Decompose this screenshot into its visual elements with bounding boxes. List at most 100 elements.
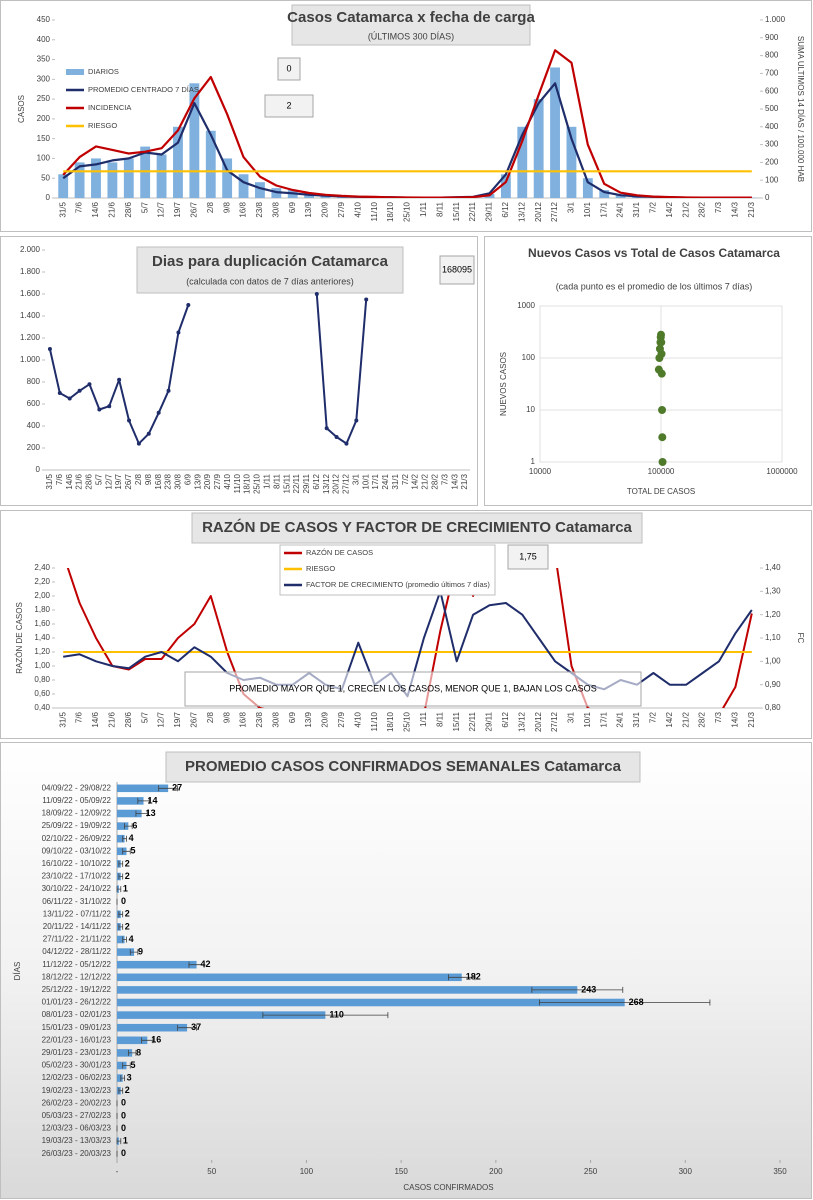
y-tick-label: 0: [765, 193, 770, 202]
x-tick-label: 18/10: [243, 473, 252, 494]
x-tick-label: 13/12: [517, 201, 526, 222]
bar: [117, 1049, 133, 1057]
bar: [117, 1036, 148, 1045]
x-tick-label: 7/3: [714, 201, 723, 213]
marker: [87, 382, 92, 387]
bar: [117, 847, 127, 856]
y-tick-label: 1.800: [20, 267, 41, 276]
y-tick-label: 0,80: [765, 703, 781, 712]
legend-box: [279, 544, 496, 596]
y-tick-label: 450: [37, 15, 51, 24]
bar: [117, 809, 142, 818]
y-tick-label: 1.000: [20, 355, 41, 364]
x-tick-label: 23/8: [164, 473, 173, 489]
x-tick-label: 10/1: [361, 473, 370, 489]
bar: [123, 158, 134, 198]
marker: [77, 388, 82, 393]
y-tick-label: 250: [37, 94, 51, 103]
bar: [255, 182, 265, 198]
y-tick-label: 300: [37, 74, 51, 83]
x-tick-label: 250: [584, 1167, 598, 1176]
y-tick-label: 2,20: [34, 577, 50, 586]
bar: [74, 162, 85, 198]
x-tick-label: 6/12: [312, 473, 321, 489]
x-tick-label: 31/5: [58, 711, 67, 727]
x-tick-label: 14/2: [665, 711, 674, 727]
data-label: 268: [629, 997, 644, 1007]
data-label: 2: [125, 921, 130, 931]
x-tick-label: 12/7: [157, 201, 166, 217]
y-tick-label: 100: [522, 353, 536, 362]
y-tick-label: 2,00: [34, 591, 50, 600]
bar: [173, 126, 183, 198]
y-tick-label: 0: [36, 465, 41, 474]
x-tick-label: 27/12: [550, 201, 559, 222]
y-tick-label: 19/03/23 - 13/03/23: [42, 1136, 112, 1145]
y-tick-label: 200: [27, 443, 41, 452]
data-label: 2: [125, 909, 130, 919]
y-tick-label: 04/12/22 - 28/11/22: [42, 947, 111, 956]
x-tick-label: 28/2: [431, 473, 440, 489]
x-tick-label: 24/1: [381, 473, 390, 489]
y-tick-label: 800: [765, 51, 779, 60]
bar: [205, 130, 216, 198]
error-bar: [118, 873, 124, 880]
x-tick-label: 27/9: [337, 201, 346, 217]
y-tick-label: 400: [37, 35, 51, 44]
bar: [117, 935, 125, 944]
x-tick-label: -: [116, 1167, 119, 1176]
x-tick-label: 21/3: [747, 711, 756, 727]
x-tick-label: 17/1: [371, 473, 380, 489]
data-label: 0: [121, 1148, 126, 1158]
bar: [117, 1074, 123, 1082]
x-tick-label: 27/9: [337, 711, 346, 727]
y-tick-label: 100: [37, 154, 51, 163]
x-tick-label: 29/11: [485, 201, 494, 221]
error-bar: [122, 848, 131, 855]
y-tick-label: 1,60: [34, 619, 50, 628]
x-tick-label: 25/10: [403, 711, 412, 732]
axis-title: CASOS CONFIRMADOS: [403, 1183, 493, 1192]
bar: [222, 158, 233, 198]
x-tick-label: 9/8: [144, 473, 153, 485]
y-tick-label: 900: [765, 33, 779, 42]
error-bar: [158, 785, 179, 792]
marker: [127, 418, 132, 423]
panel: [0, 742, 812, 1199]
bar: [550, 67, 560, 198]
point: [657, 338, 666, 347]
x-tick-label: 21/6: [107, 201, 116, 217]
x-tick-label: 21/3: [747, 201, 756, 217]
y-tick-label: 27/11/22 - 21/11/22: [43, 935, 112, 944]
data-label: 16: [151, 1035, 161, 1045]
x-tick-label: 19/7: [173, 201, 182, 217]
x-tick-label: 7/6: [75, 201, 84, 213]
y-tick-label: 1,40: [765, 563, 781, 572]
x-tick-label: 23/8: [255, 201, 264, 217]
y-tick-label: 2,40: [34, 563, 50, 572]
x-tick-label: 5/7: [94, 473, 103, 485]
data-label: 0: [121, 1110, 126, 1120]
bar: [117, 948, 135, 956]
bar: [117, 1011, 326, 1019]
point: [657, 349, 666, 358]
error-bar: [122, 1062, 131, 1069]
data-label: 9: [138, 946, 143, 956]
bar: [117, 973, 462, 982]
legend-swatch: [66, 69, 84, 75]
x-tick-label: 6/9: [288, 711, 297, 723]
x-tick-label: 7/3: [440, 473, 449, 485]
error-bar: [118, 923, 124, 930]
x-tick-label: 14/3: [731, 201, 740, 217]
bar: [117, 797, 144, 805]
marker: [67, 396, 72, 401]
legend-label: RAZÓN DE CASOS: [306, 548, 373, 557]
x-tick-label: 13/9: [304, 201, 313, 217]
y-tick-label: 500: [765, 104, 779, 113]
y-tick-label: 1,20: [34, 647, 50, 656]
error-bar: [448, 974, 476, 981]
data-label: 2: [125, 1085, 130, 1095]
x-tick-label: 3/1: [351, 473, 360, 485]
bar: [517, 126, 528, 198]
bar: [117, 1061, 127, 1070]
